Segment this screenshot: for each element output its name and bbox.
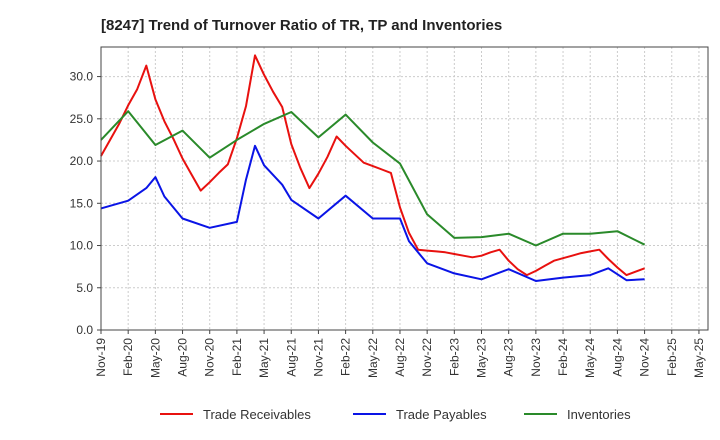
x-tick-label: Feb-25 xyxy=(665,338,679,376)
chart-title: [8247] Trend of Turnover Ratio of TR, TP… xyxy=(101,17,502,34)
x-tick-label: May-24 xyxy=(583,338,597,378)
legend-label: Trade Receivables xyxy=(203,407,311,422)
x-tick-label: Nov-24 xyxy=(638,338,652,377)
x-tick-label: Aug-21 xyxy=(284,338,298,377)
y-tick-label: 30.0 xyxy=(70,70,94,84)
legend-label: Trade Payables xyxy=(396,407,487,422)
grid-lines xyxy=(100,47,708,331)
x-tick-label: May-25 xyxy=(692,338,706,378)
y-tick-label: 10.0 xyxy=(70,239,94,253)
x-tick-label: Aug-23 xyxy=(502,338,516,377)
series-lines xyxy=(100,54,646,282)
x-tick-label: May-21 xyxy=(257,338,271,378)
x-tick-label: May-23 xyxy=(475,338,489,378)
series-line-1 xyxy=(100,144,645,282)
x-tick-label: Feb-23 xyxy=(447,338,461,376)
x-tick-label: May-20 xyxy=(148,338,162,378)
x-tick-label: Feb-24 xyxy=(556,338,570,376)
x-axis-ticks: Nov-19 Feb-20 May-20 Aug-20 Nov-20 Feb-21 May-… xyxy=(94,330,706,378)
y-tick-label: 25.0 xyxy=(70,112,94,126)
x-tick-label: Aug-22 xyxy=(393,338,407,377)
plot-frame xyxy=(100,46,709,331)
x-tick-label: May-22 xyxy=(366,338,380,378)
y-axis-ticks: 0.0 5.0 10.0 15.0 20.0 25.0 30.0 xyxy=(70,70,101,337)
x-tick-label: Feb-21 xyxy=(230,338,244,376)
y-tick-label: 0.0 xyxy=(76,323,93,337)
x-tick-label: Nov-22 xyxy=(420,338,434,377)
x-tick-label: Nov-20 xyxy=(203,338,217,377)
x-tick-label: Nov-21 xyxy=(311,338,325,377)
x-tick-label: Feb-20 xyxy=(121,338,135,376)
x-tick-label: Aug-24 xyxy=(610,338,624,377)
legend: Trade Receivables Trade Payables Inventori… xyxy=(160,407,631,422)
series-line-2 xyxy=(100,110,646,247)
x-tick-label: Aug-20 xyxy=(176,338,190,377)
y-tick-label: 5.0 xyxy=(76,281,93,295)
legend-label: Inventories xyxy=(567,407,631,422)
x-tick-label: Nov-23 xyxy=(529,338,543,377)
series-line-0 xyxy=(100,54,645,277)
y-tick-label: 20.0 xyxy=(70,154,94,168)
x-tick-label: Feb-22 xyxy=(339,338,353,376)
y-tick-label: 15.0 xyxy=(70,196,94,210)
x-tick-label: Nov-19 xyxy=(94,338,108,377)
